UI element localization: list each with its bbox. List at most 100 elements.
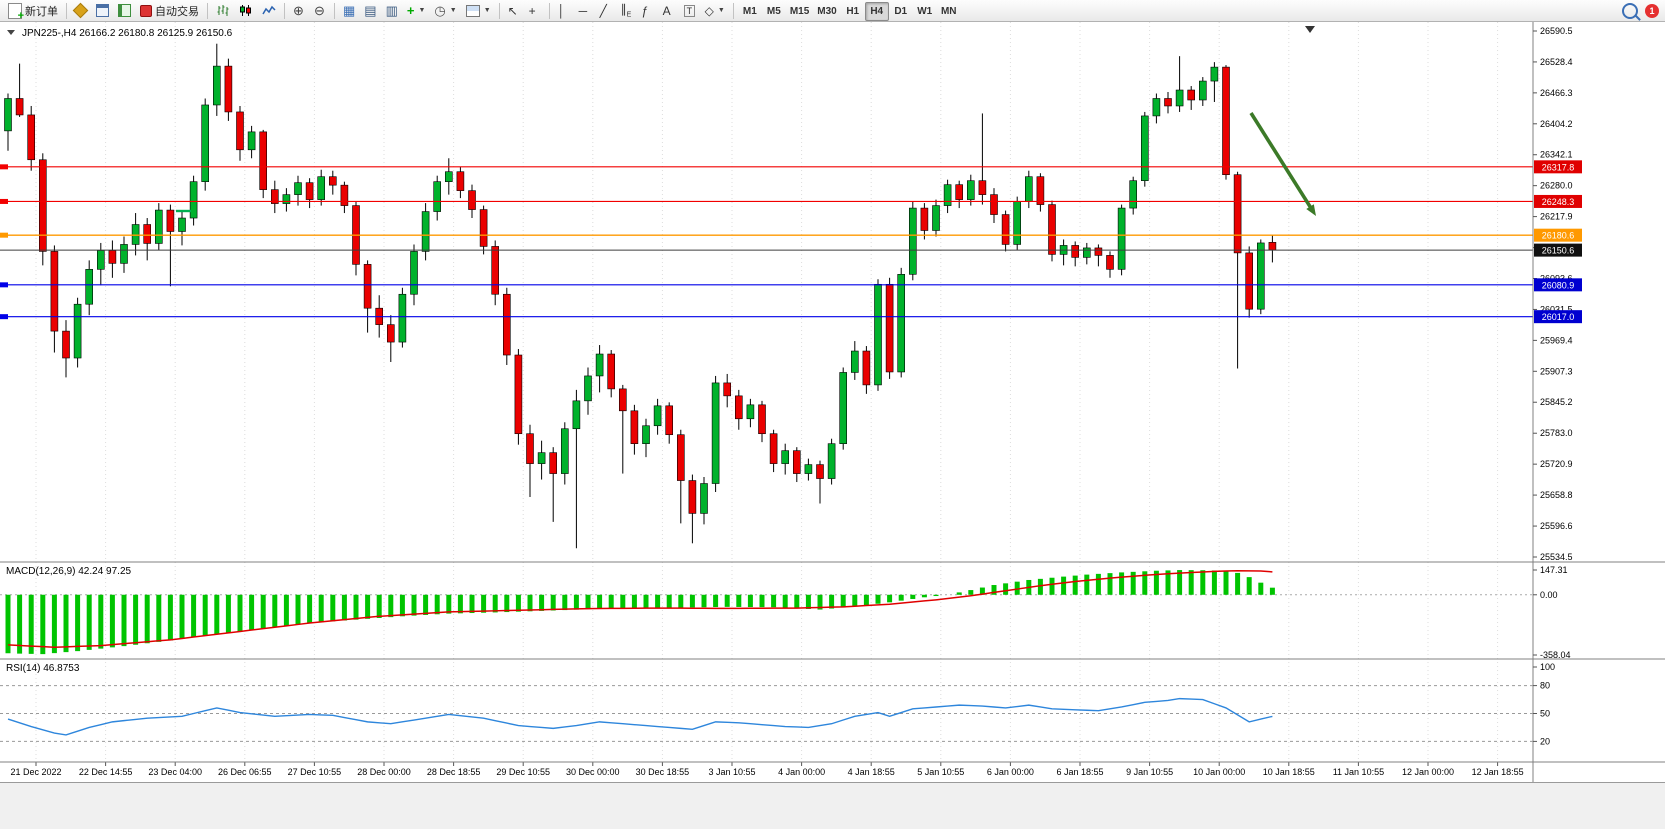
timeframe-button-M5[interactable]: M5 <box>762 2 786 21</box>
svg-text:4 Jan 00:00: 4 Jan 00:00 <box>778 767 825 777</box>
zoom-in-button[interactable]: ⊕ <box>289 1 309 20</box>
svg-text:26 Dec 06:55: 26 Dec 06:55 <box>218 767 272 777</box>
horizontal-line-button[interactable]: ─ <box>575 1 595 20</box>
svg-text:80: 80 <box>1540 681 1550 691</box>
svg-text:26248.3: 26248.3 <box>1542 197 1575 207</box>
add-indicator-button[interactable]: + ▼ <box>403 1 430 20</box>
candlestick-chart-button[interactable] <box>235 1 257 20</box>
timeframe-button-M30[interactable]: M30 <box>813 2 840 21</box>
metaeditor-button[interactable] <box>71 1 91 20</box>
svg-text:25969.4: 25969.4 <box>1540 335 1573 345</box>
fibonacci-button[interactable]: ƒ <box>638 1 658 20</box>
svg-text:10 Jan 00:00: 10 Jan 00:00 <box>1193 767 1245 777</box>
bar-chart-button[interactable] <box>212 1 234 20</box>
fibonacci-icon: ƒ <box>641 3 649 18</box>
line-chart-icon <box>262 5 276 15</box>
svg-text:22 Dec 14:55: 22 Dec 14:55 <box>79 767 133 777</box>
timeframe-button-M1[interactable]: M1 <box>738 2 762 21</box>
profiles-button[interactable]: ▥ <box>382 1 402 20</box>
svg-text:26217.9: 26217.9 <box>1540 212 1573 222</box>
divider <box>548 2 550 19</box>
navigator-button[interactable] <box>114 1 135 20</box>
new-order-button[interactable]: 新订单 <box>4 1 62 22</box>
svg-text:6 Jan 18:55: 6 Jan 18:55 <box>1056 767 1103 777</box>
svg-text:25658.8: 25658.8 <box>1540 490 1573 500</box>
tile-windows-button[interactable]: ▦ <box>339 1 359 20</box>
chevron-down-icon: ▼ <box>418 7 426 14</box>
add-indicator-icon: + <box>406 3 415 18</box>
line-chart-button[interactable] <box>258 1 280 20</box>
new-chart-icon: ▤ <box>364 3 377 18</box>
zoom-out-icon: ⊖ <box>314 2 325 18</box>
zoom-out-button[interactable]: ⊖ <box>310 1 330 20</box>
svg-text:4 Jan 18:55: 4 Jan 18:55 <box>848 767 895 777</box>
svg-text:0.00: 0.00 <box>1540 590 1558 600</box>
autotrading-button[interactable]: 自动交易 <box>136 1 203 20</box>
new-order-label: 新订单 <box>25 5 58 18</box>
timeframe-button-H1[interactable]: H1 <box>841 2 865 21</box>
svg-text:25596.6: 25596.6 <box>1540 521 1573 531</box>
svg-text:26150.6: 26150.6 <box>1542 246 1575 256</box>
svg-text:26404.2: 26404.2 <box>1540 119 1573 129</box>
svg-text:12 Jan 18:55: 12 Jan 18:55 <box>1472 767 1524 777</box>
svg-text:26528.4: 26528.4 <box>1540 57 1573 67</box>
channel-button[interactable]: ∥E <box>617 1 637 20</box>
templates-button[interactable]: ▼ <box>462 1 495 20</box>
svg-text:26017.0: 26017.0 <box>1542 312 1575 322</box>
chevron-down-icon: ▼ <box>483 7 491 14</box>
arrow-objects-button[interactable]: ◇ ▼ <box>701 1 729 20</box>
divider <box>207 2 208 19</box>
trendline-button[interactable]: ╱ <box>596 1 616 20</box>
text-button[interactable]: A <box>659 1 679 20</box>
chart-title: JPN225-,H4 26166.2 26180.8 26125.9 26150… <box>22 28 233 39</box>
new-chart-button[interactable]: ▤ <box>360 1 380 20</box>
horizontal-line-icon: ─ <box>578 3 588 18</box>
arrow-object-icon: ◇ <box>704 3 714 18</box>
svg-text:27 Dec 10:55: 27 Dec 10:55 <box>288 767 342 777</box>
text-label-button[interactable]: T <box>680 1 700 20</box>
terminal-strip <box>0 782 1665 829</box>
svg-text:26342.1: 26342.1 <box>1540 150 1573 160</box>
timeframe-button-M15[interactable]: M15 <box>786 2 813 21</box>
svg-text:25783.0: 25783.0 <box>1540 428 1573 438</box>
timeframe-button-H4[interactable]: H4 <box>864 1 889 21</box>
market-watch-icon <box>96 4 109 17</box>
crosshair-button[interactable]: + <box>525 1 545 20</box>
svg-text:6 Jan 00:00: 6 Jan 00:00 <box>987 767 1034 777</box>
price-chart-canvas[interactable]: 21 Dec 2022 22 Dec 14:55 23 Dec 04:00 26 De… <box>0 22 1665 782</box>
timeframe-button-D1[interactable]: D1 <box>889 2 913 21</box>
market-watch-button[interactable] <box>92 1 113 20</box>
tile-windows-icon: ▦ <box>343 2 356 18</box>
svg-text:26466.3: 26466.3 <box>1540 88 1573 98</box>
text-label-icon: T <box>683 4 696 17</box>
svg-text:50: 50 <box>1540 709 1550 719</box>
cursor-button[interactable]: ↖ <box>504 1 524 20</box>
periods-button[interactable]: ◷ ▼ <box>430 1 460 20</box>
timeframe-button-MN[interactable]: MN <box>937 2 961 21</box>
timeframe-button-W1[interactable]: W1 <box>913 2 937 21</box>
chart-shift-marker <box>1305 26 1315 33</box>
macd-panel: MACD(12,26,9) 42.24 97.25 147.31 0.00 -358.… <box>0 565 1571 660</box>
notification-badge[interactable]: 1 <box>1645 3 1659 18</box>
text-icon: A <box>662 3 671 18</box>
divider <box>334 2 335 19</box>
svg-text:26317.8: 26317.8 <box>1542 162 1575 172</box>
svg-text:9 Jan 10:55: 9 Jan 10:55 <box>1126 767 1173 777</box>
divider <box>498 2 500 19</box>
trendline-icon: ╱ <box>599 3 607 18</box>
vertical-line-icon: │ <box>557 3 566 18</box>
divider <box>732 2 734 19</box>
svg-text:26590.5: 26590.5 <box>1540 26 1573 36</box>
rsi-panel: RSI(14) 46.8753 100 80 50 20 <box>0 662 1555 746</box>
candles <box>4 43 1277 549</box>
chevron-down-icon: ▼ <box>717 7 725 14</box>
svg-text:100: 100 <box>1540 662 1555 672</box>
svg-text:25907.3: 25907.3 <box>1540 366 1573 376</box>
annotations <box>176 26 1316 216</box>
vertical-line-button[interactable]: │ <box>554 1 574 20</box>
search-icon[interactable] <box>1622 2 1638 19</box>
crosshair-icon: + <box>528 3 536 18</box>
svg-text:25845.2: 25845.2 <box>1540 397 1573 407</box>
svg-text:28 Dec 00:00: 28 Dec 00:00 <box>357 767 411 777</box>
rsi-label: RSI(14) 46.8753 <box>6 663 80 674</box>
